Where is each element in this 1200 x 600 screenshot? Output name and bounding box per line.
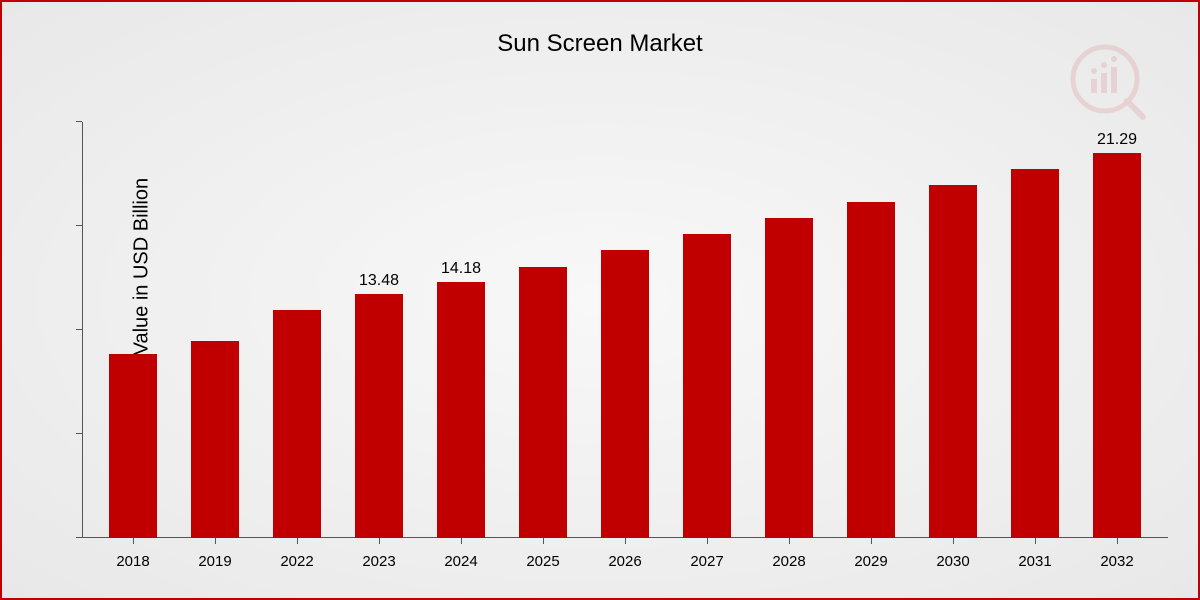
x-axis-label: 2025 xyxy=(502,553,584,570)
x-axis-label: 2030 xyxy=(912,553,994,570)
bar xyxy=(437,282,485,538)
bar-value-label: 14.18 xyxy=(441,260,481,278)
x-tick xyxy=(625,538,626,544)
bar-wrap xyxy=(92,122,174,538)
bar xyxy=(519,267,567,538)
x-tick xyxy=(1117,538,1118,544)
plot-area: 13.48 14.18 21.29 xyxy=(82,122,1168,538)
x-tick xyxy=(871,538,872,544)
x-axis-label: 2032 xyxy=(1076,553,1158,570)
x-axis-label: 2023 xyxy=(338,553,420,570)
bar-value-label: 21.29 xyxy=(1097,131,1137,149)
x-tick xyxy=(379,538,380,544)
bar-wrap xyxy=(174,122,256,538)
x-tick xyxy=(789,538,790,544)
x-tick xyxy=(1035,538,1036,544)
bar-wrap: 21.29 xyxy=(1076,122,1158,538)
bar xyxy=(355,294,403,538)
bar-wrap xyxy=(830,122,912,538)
bar-wrap xyxy=(994,122,1076,538)
bar xyxy=(191,341,239,538)
x-axis-labels: 2018201920222023202420252026202720282029… xyxy=(82,553,1168,570)
bar-wrap xyxy=(502,122,584,538)
x-tick xyxy=(461,538,462,544)
bar-wrap xyxy=(912,122,994,538)
x-axis-label: 2027 xyxy=(666,553,748,570)
bar xyxy=(929,185,977,538)
x-tick xyxy=(543,538,544,544)
bar xyxy=(683,234,731,538)
x-axis-label: 2031 xyxy=(994,553,1076,570)
bar xyxy=(847,202,895,538)
bar xyxy=(273,310,321,538)
bar-wrap xyxy=(584,122,666,538)
bar xyxy=(765,218,813,538)
x-axis-label: 2019 xyxy=(174,553,256,570)
x-tick xyxy=(707,538,708,544)
bar xyxy=(1011,169,1059,538)
bar-wrap xyxy=(256,122,338,538)
x-tick xyxy=(953,538,954,544)
x-axis-label: 2024 xyxy=(420,553,502,570)
x-tick xyxy=(133,538,134,544)
bar xyxy=(109,354,157,538)
bar-value-label: 13.48 xyxy=(359,272,399,290)
x-axis-label: 2029 xyxy=(830,553,912,570)
bar xyxy=(601,250,649,538)
x-axis-label: 2028 xyxy=(748,553,830,570)
x-tick xyxy=(215,538,216,544)
chart-container: Sun Screen Market Market Value in USD Bi… xyxy=(0,0,1200,600)
bar xyxy=(1093,153,1141,538)
bar-wrap: 13.48 xyxy=(338,122,420,538)
bars-group: 13.48 14.18 21.29 xyxy=(82,122,1168,538)
watermark-logo-icon xyxy=(1063,37,1153,132)
bar-wrap xyxy=(666,122,748,538)
x-tick xyxy=(297,538,298,544)
x-axis-label: 2026 xyxy=(584,553,666,570)
x-axis-label: 2018 xyxy=(92,553,174,570)
x-axis-label: 2022 xyxy=(256,553,338,570)
bar-wrap: 14.18 xyxy=(420,122,502,538)
bar-wrap xyxy=(748,122,830,538)
chart-title: Sun Screen Market xyxy=(2,2,1198,58)
